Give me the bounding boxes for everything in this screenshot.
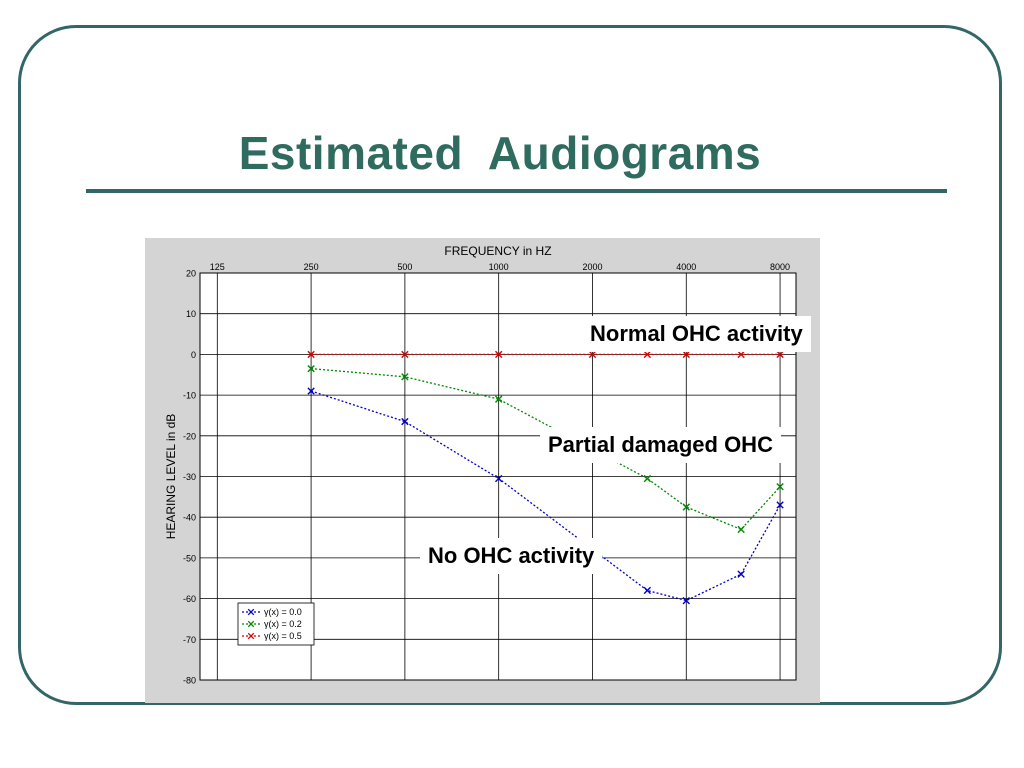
callout-no-ohc: No OHC activity (420, 538, 603, 574)
slide-title: Estimated Audiograms (238, 127, 762, 179)
y-tick-label: 0 (191, 350, 196, 360)
data-point-marker (776, 350, 784, 359)
y-axis-title: HEARING LEVEL in dB (164, 414, 178, 540)
series-1 (307, 364, 784, 534)
data-point-marker (401, 350, 409, 359)
data-point-marker (737, 350, 745, 359)
legend-label: γ(x) = 0.5 (264, 631, 302, 641)
data-point-marker (682, 350, 690, 359)
legend-label: γ(x) = 0.2 (264, 619, 302, 629)
data-point-marker (307, 350, 315, 359)
data-point-marker (494, 395, 503, 403)
legend-label: γ(x) = 0.0 (264, 607, 302, 617)
y-tick-label: 10 (186, 309, 196, 319)
callout-partial-ohc: Partial damaged OHC (540, 427, 781, 463)
y-tick-label: -70 (183, 635, 196, 645)
slide-frame (18, 25, 1002, 705)
data-point-marker (494, 350, 503, 359)
series-0 (307, 387, 784, 605)
data-point-marker (401, 373, 409, 381)
data-point-marker (643, 474, 652, 483)
data-point-marker (776, 501, 784, 509)
y-tick-label: -50 (183, 553, 196, 563)
legend-item: γ(x) = 0.5 (242, 631, 302, 641)
y-tick-label: 20 (186, 269, 196, 279)
x-tick-label: 1000 (489, 262, 509, 272)
data-point-marker (682, 596, 690, 605)
y-tick-label: -40 (183, 513, 196, 523)
x-tick-label: 500 (397, 262, 412, 272)
title-divider (86, 189, 947, 193)
y-tick-label: -30 (183, 472, 196, 482)
series-2 (307, 350, 784, 359)
data-point-marker (494, 474, 503, 483)
data-point-marker (682, 503, 690, 511)
data-point-marker (737, 525, 745, 534)
legend-item: γ(x) = 0.0 (242, 607, 302, 617)
data-point-marker (401, 417, 409, 426)
x-tick-label: 2000 (582, 262, 602, 272)
x-tick-label: 250 (304, 262, 319, 272)
y-tick-label: -60 (183, 594, 196, 604)
data-point-marker (307, 364, 315, 373)
data-point-marker (776, 482, 784, 491)
y-tick-label: -20 (183, 431, 196, 441)
chart-legend: γ(x) = 0.0 γ(x) = 0.2 γ(x) = 0.5 (237, 602, 315, 646)
y-tick-label: -80 (183, 676, 196, 686)
x-axis-title: FREQUENCY in HZ (444, 244, 551, 258)
x-tick-label: 125 (210, 262, 225, 272)
data-point-marker (588, 350, 597, 359)
data-point-marker (307, 387, 315, 395)
legend-item: γ(x) = 0.2 (242, 619, 302, 629)
data-point-marker (737, 570, 745, 578)
data-point-marker (643, 586, 652, 595)
x-tick-label: 4000 (676, 262, 696, 272)
y-tick-label: -10 (183, 391, 196, 401)
callout-normal-ohc: Normal OHC activity (582, 316, 811, 352)
x-tick-label: 8000 (770, 262, 790, 272)
data-point-marker (643, 350, 652, 359)
